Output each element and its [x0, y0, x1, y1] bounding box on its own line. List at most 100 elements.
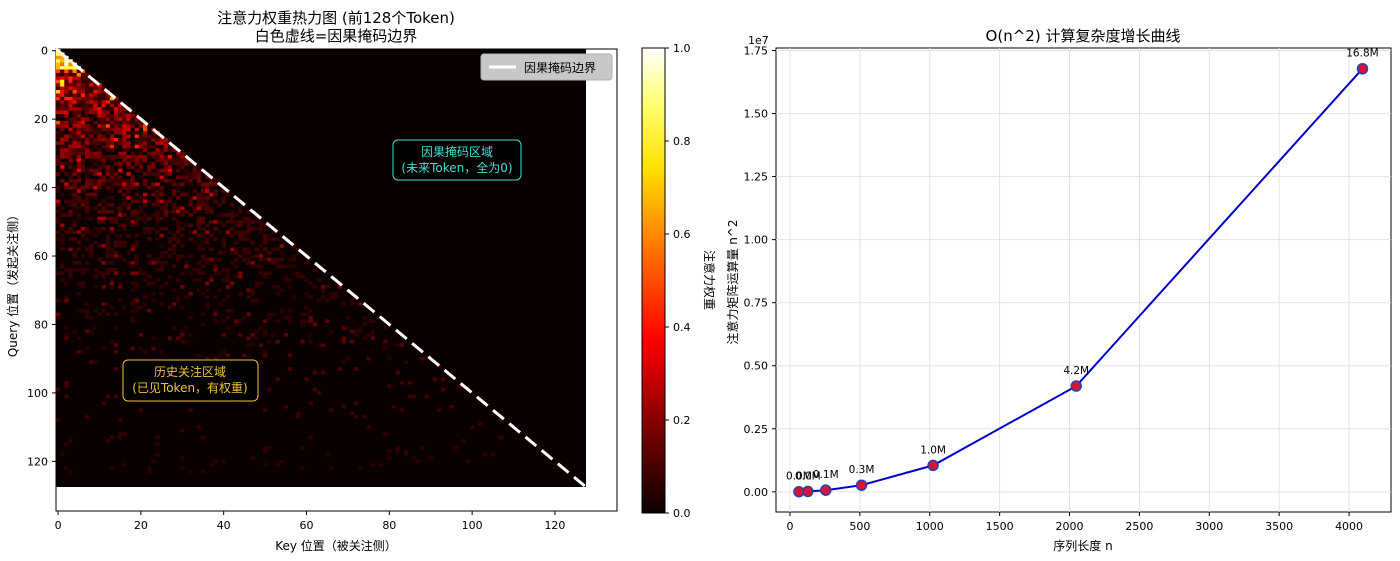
heatmap-cell — [64, 326, 69, 330]
heatmap-cell — [304, 278, 309, 282]
heatmap-cell — [180, 192, 185, 197]
heatmap-cell — [254, 264, 260, 269]
masked-annotation-line2: (未来Token，全为0) — [401, 160, 512, 175]
heatmap-cell — [72, 155, 77, 159]
heatmap-cell — [304, 305, 309, 310]
heatmap-cell — [138, 199, 144, 204]
heatmap-cell — [93, 185, 98, 190]
heatmap-cell — [72, 237, 77, 241]
heatmap-cell — [192, 268, 197, 272]
heatmap-cell — [159, 158, 164, 163]
heatmap-cell — [209, 206, 214, 211]
heatmap-cell — [97, 127, 102, 132]
heatmap-cell — [105, 124, 111, 128]
heatmap-cell — [76, 179, 82, 183]
heatmap-cell — [345, 326, 351, 330]
heatmap-cell — [130, 182, 135, 187]
heatmap-cell — [89, 254, 94, 258]
heatmap-cell — [72, 72, 77, 77]
heatmap-cell — [97, 244, 102, 248]
heatmap-cell — [221, 223, 226, 228]
heatmap-cell — [196, 268, 202, 272]
heatmap-cell — [105, 141, 111, 146]
heatmap-cell — [68, 179, 73, 183]
heatmap-cell — [176, 240, 181, 245]
heatmap-cell — [80, 148, 86, 152]
heatmap-cell — [105, 179, 111, 183]
heatmap-cell — [263, 240, 268, 245]
heatmap-chart: 注意力权重热力图 (前128个Token) 白色虚线=因果掩码边界 0 20 40 6… — [5, 9, 717, 553]
heatmap-cell — [246, 312, 251, 317]
heatmap-cell — [147, 466, 152, 471]
heatmap-cell — [213, 319, 218, 323]
heatmap-cell — [213, 271, 218, 276]
heatmap-cell — [345, 356, 351, 361]
heatmap-cell — [163, 148, 168, 152]
heatmap-cell — [354, 401, 359, 406]
heatmap-cell — [118, 151, 123, 156]
heatmap-cell — [134, 127, 140, 132]
heatmap-cell — [205, 189, 210, 193]
heatmap-cell — [279, 264, 284, 269]
heatmap-cell — [155, 148, 160, 152]
heatmap-cell — [246, 230, 251, 234]
heatmap-cell — [113, 110, 119, 115]
heatmap-cell — [246, 257, 251, 262]
heatmap-cell — [109, 466, 115, 471]
heatmap-cell — [184, 161, 189, 166]
heatmap-cell — [118, 432, 123, 436]
heatmap-cell — [188, 223, 193, 228]
heatmap-cell — [60, 100, 65, 104]
heatmap-cell — [138, 151, 144, 156]
heatmap-cell — [80, 120, 86, 125]
heatmap-cell — [395, 449, 400, 453]
heatmap-cell — [109, 141, 115, 146]
heatmap-cell — [250, 264, 255, 269]
heatmap-cell — [159, 291, 164, 296]
heatmap-cell — [122, 196, 127, 200]
heatmap-cell — [196, 168, 202, 173]
heatmap-cell — [109, 100, 115, 104]
heatmap-cell — [105, 271, 111, 276]
heatmap-cell — [258, 257, 264, 262]
heatmap-cell — [296, 274, 301, 279]
heatmap-cell — [312, 387, 318, 392]
heatmap-cell — [300, 274, 305, 279]
heatmap-cell — [97, 124, 102, 128]
heatmap-cell — [176, 182, 181, 187]
heatmap-cell — [387, 456, 392, 460]
heatmap-cell — [60, 165, 65, 169]
y-tick-label: 1.50 — [744, 108, 769, 121]
heatmap-cell — [64, 96, 69, 101]
heatmap-cell — [184, 158, 189, 163]
heatmap-cell — [383, 346, 388, 351]
heatmap-cell — [84, 312, 90, 317]
heatmap-cell — [138, 141, 144, 146]
heatmap-cell — [196, 226, 202, 231]
heatmap-cell — [196, 179, 202, 183]
heatmap-cell — [113, 107, 119, 111]
heatmap-cell — [101, 206, 106, 211]
heatmap-cell — [221, 333, 226, 337]
heatmap-cell — [234, 223, 239, 228]
heatmap-cell — [122, 134, 127, 139]
heatmap-cell — [325, 298, 330, 303]
heatmap-cell — [155, 268, 160, 272]
heatmap-cell — [89, 107, 94, 111]
heatmap-cell — [56, 189, 61, 193]
heatmap-cell — [72, 76, 77, 80]
heatmap-cell — [80, 69, 86, 74]
heatmap-cell — [167, 247, 173, 252]
x-tick-label: 2000 — [1056, 520, 1084, 533]
heatmap-cell — [130, 220, 135, 224]
heatmap-cell — [89, 155, 94, 159]
heatmap-cell — [188, 175, 193, 180]
heatmap-cell — [337, 367, 342, 371]
heatmap-cell — [122, 155, 127, 159]
heatmap-cell — [287, 319, 293, 323]
heatmap-cell — [68, 69, 73, 74]
heatmap-cell — [126, 117, 131, 122]
heatmap-cell — [122, 305, 127, 310]
heatmap-cell — [60, 120, 65, 125]
heatmap-cell — [279, 257, 284, 262]
